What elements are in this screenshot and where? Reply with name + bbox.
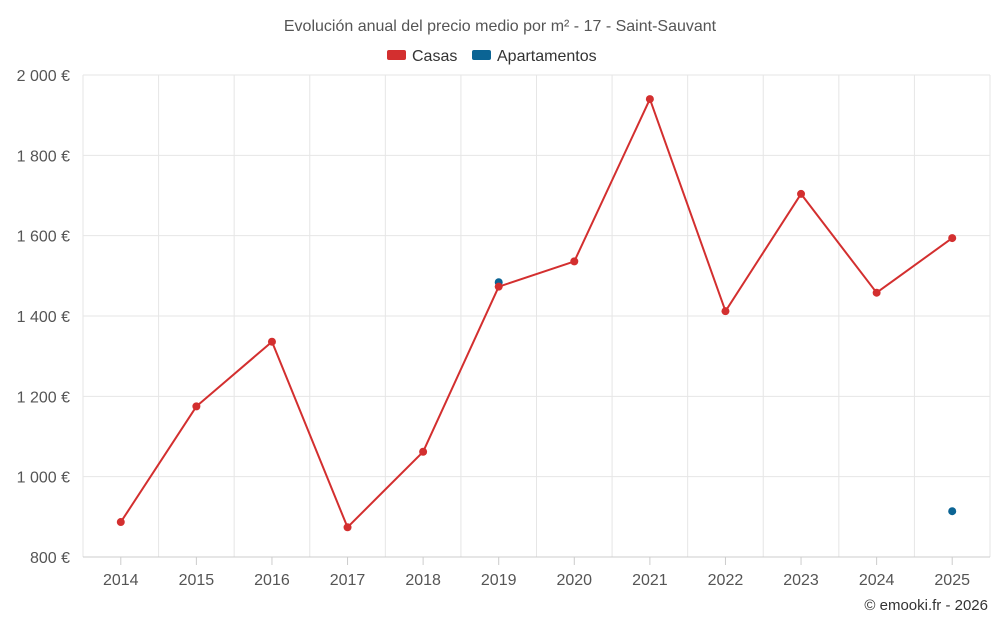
legend-label-apartamentos: Apartamentos xyxy=(497,48,597,65)
y-tick-label: 2 000 € xyxy=(17,68,70,85)
data-point-casas[interactable] xyxy=(721,307,730,316)
data-point-casas[interactable] xyxy=(645,95,654,104)
x-tick-label: 2017 xyxy=(330,572,366,589)
y-tick-label: 1 000 € xyxy=(17,470,70,487)
data-point-casas[interactable] xyxy=(343,523,352,532)
series-line-casas xyxy=(119,98,953,529)
x-tick-label: 2022 xyxy=(708,572,744,589)
x-tick-label: 2020 xyxy=(556,572,592,589)
credit-text: © emooki.fr - 2026 xyxy=(864,597,988,614)
y-tick-label: 1 800 € xyxy=(17,148,70,165)
data-point-casas[interactable] xyxy=(116,518,125,527)
x-tick-label: 2015 xyxy=(179,572,215,589)
legend-swatch-casas xyxy=(387,50,406,60)
legend: Casas Apartamentos xyxy=(387,48,597,65)
legend-item-casas[interactable]: Casas xyxy=(387,48,457,65)
data-point-casas[interactable] xyxy=(872,288,881,297)
x-tick-label: 2025 xyxy=(934,572,970,589)
series xyxy=(116,95,957,532)
data-point-casas[interactable] xyxy=(267,337,276,346)
x-tick-label: 2018 xyxy=(405,572,441,589)
data-point-casas[interactable] xyxy=(797,189,806,198)
x-tick-label: 2021 xyxy=(632,572,668,589)
y-tick-label: 1 400 € xyxy=(17,309,70,326)
x-tick-label: 2019 xyxy=(481,572,517,589)
x-tick-label: 2016 xyxy=(254,572,290,589)
legend-item-apartamentos[interactable]: Apartamentos xyxy=(472,48,597,65)
data-point-casas[interactable] xyxy=(192,402,201,411)
y-tick-label: 1 600 € xyxy=(17,229,70,246)
legend-swatch-apartamentos xyxy=(472,50,491,60)
axes: 800 € 1 000 € 1 200 € 1 400 € 1 600 € 1 800 €… xyxy=(17,68,990,589)
y-tick-label: 1 200 € xyxy=(17,389,70,406)
data-point-casas[interactable] xyxy=(948,234,957,243)
data-point-apartamentos[interactable] xyxy=(948,507,957,516)
y-tick-label: 800 € xyxy=(30,550,70,567)
x-tick-label: 2023 xyxy=(783,572,819,589)
legend-label-casas: Casas xyxy=(412,48,457,65)
x-tick-label: 2014 xyxy=(103,572,139,589)
x-tick-label: 2024 xyxy=(859,572,895,589)
data-point-casas[interactable] xyxy=(570,257,579,266)
data-point-casas[interactable] xyxy=(494,282,503,291)
series-casas xyxy=(116,95,957,532)
grid xyxy=(82,74,991,557)
data-point-casas[interactable] xyxy=(419,447,428,456)
chart-title: Evolución anual del precio medio por m² … xyxy=(284,18,717,35)
